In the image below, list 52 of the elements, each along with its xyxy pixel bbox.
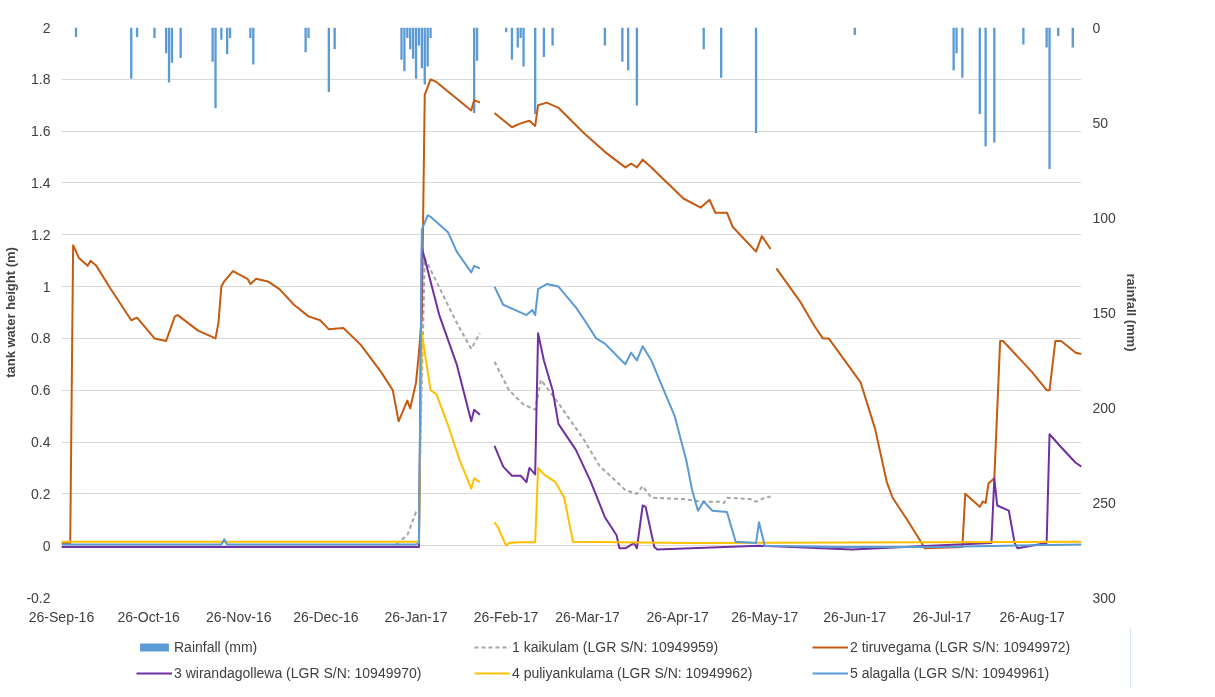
x-tick-label: 26-Sep-16	[28, 608, 95, 625]
y-tick-label: 1.4	[31, 174, 51, 191]
bar	[621, 27, 624, 62]
legend-label: 1 kaikulam (LGR S/N: 10949959)	[512, 639, 720, 655]
bar	[214, 27, 217, 109]
bar	[403, 27, 406, 72]
bar	[522, 27, 525, 67]
bar	[304, 27, 307, 53]
y-tick-label: 1.2	[31, 226, 51, 243]
bar	[1022, 27, 1025, 45]
legend-label: 4 puliyankulama (LGR S/N: 10949962)	[512, 665, 754, 681]
legend-label: 2 tiruvegama (LGR S/N: 10949972)	[850, 639, 1072, 655]
y-tick-label: 1.8	[31, 71, 51, 88]
x-tick-label: 26-Dec-16	[293, 608, 359, 625]
bar	[961, 27, 964, 78]
y2-tick-label: 300	[1092, 589, 1117, 606]
y-tick-label: 1.6	[31, 123, 51, 140]
y2-tick-label: 200	[1092, 399, 1117, 416]
y-tick-label: 0	[42, 537, 51, 554]
x-tick-label: 26-Nov-16	[206, 608, 272, 625]
y2-tick-label: 0	[1092, 19, 1101, 36]
legend-label: 5 alagalla (LGR S/N: 10949961)	[850, 665, 1051, 681]
y-tick-label: 0.8	[31, 330, 51, 347]
x-tick-label: 26-Oct-16	[117, 608, 181, 625]
y-tick-label: 1	[42, 278, 51, 295]
y-axis-title: tank water height (m)	[3, 247, 19, 378]
bar	[952, 27, 955, 71]
x-tick-label: 26-Aug-17	[999, 608, 1065, 625]
legend-label: 3 wirandagollewa (LGR S/N: 10949970)	[174, 665, 423, 681]
x-tick-label: 26-Feb-17	[473, 608, 539, 625]
y2-axis-title: rainfall (mm)	[1123, 273, 1139, 352]
y-tick-label: 0.6	[31, 382, 51, 399]
y-tick-label: 0.2	[31, 485, 51, 502]
legend-label: Rainfall (mm)	[174, 639, 259, 655]
x-tick-label: 26-May-17	[731, 608, 799, 625]
x-tick-label: 26-Jun-17	[823, 608, 887, 625]
y-tick-label: 2	[42, 19, 51, 36]
bar	[153, 27, 156, 38]
y2-tick-label: 100	[1092, 209, 1117, 226]
x-tick-label: 26-Mar-17	[555, 608, 620, 625]
bar	[984, 27, 987, 147]
x-tick-label: 26-Jan-17	[384, 608, 448, 625]
y2-tick-label: 50	[1092, 114, 1109, 131]
y-tick-label: 0.4	[31, 434, 51, 451]
y2-tick-label: 150	[1092, 304, 1117, 321]
y2-tick-label: 250	[1092, 494, 1117, 511]
x-tick-label: 26-Jul-17	[912, 608, 972, 625]
x-tick-label: 26-Apr-17	[646, 608, 709, 625]
bar	[1048, 27, 1051, 170]
bar	[179, 27, 182, 58]
y-tick-label: -0.2	[26, 589, 51, 606]
bar	[551, 27, 554, 46]
